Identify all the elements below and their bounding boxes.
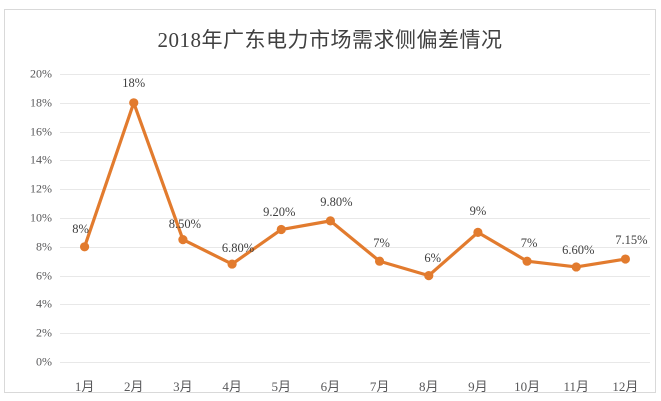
data-point-label: 8% <box>72 221 89 236</box>
gridline <box>60 275 650 277</box>
line-series <box>79 98 631 281</box>
data-point-label: 18% <box>122 75 146 90</box>
data-point-marker[interactable] <box>276 224 286 235</box>
data-point-marker[interactable] <box>620 254 631 264</box>
data-point-label: 9% <box>469 204 487 219</box>
y-axis-tick-label: 18% <box>30 95 52 110</box>
gridline <box>60 102 650 104</box>
gridline <box>60 189 650 191</box>
data-point-marker[interactable] <box>178 235 188 245</box>
x-axis-tick-label: 4月 <box>222 379 242 394</box>
data-point-marker[interactable] <box>473 227 483 237</box>
gridline <box>60 160 650 162</box>
data-point-label: 7% <box>520 236 538 251</box>
y-axis-tick-label: 8% <box>36 239 52 254</box>
plot-area: 0% 2% 4% 6% 8% 10% 12% 14% 16% 18% 20% 1月 2月 3月 4月 5月 6… <box>30 67 650 394</box>
gridline <box>60 246 650 248</box>
data-point-label: 7% <box>373 236 390 251</box>
gridline <box>60 131 650 133</box>
x-axis-tick-label: 11月 <box>563 379 590 394</box>
data-point-marker[interactable] <box>522 256 532 266</box>
gridline <box>60 333 650 335</box>
y-axis-tick-label: 6% <box>36 268 52 283</box>
data-point-marker[interactable] <box>424 271 434 281</box>
gridline <box>60 304 650 306</box>
data-point-label: 9.80% <box>320 194 353 209</box>
data-point-marker[interactable] <box>571 262 581 272</box>
x-axis-tick-label: 6月 <box>320 379 341 394</box>
data-point-marker[interactable] <box>79 242 90 252</box>
x-axis-tick-label: 5月 <box>271 379 292 394</box>
data-point-label: 6.80% <box>221 241 255 256</box>
data-point-marker[interactable] <box>129 98 139 108</box>
data-point-label: 9.20% <box>263 204 296 219</box>
data-point-label: 7.15% <box>615 233 648 248</box>
y-axis-tick-label: 16% <box>30 124 52 139</box>
series-polyline <box>82 101 628 278</box>
gridline <box>60 74 650 75</box>
data-point-label: 6% <box>424 250 442 265</box>
series-markers <box>79 98 631 281</box>
gridline <box>60 218 650 219</box>
x-axis-tick-label: 1月 <box>74 379 95 394</box>
x-axis-tick-label: 9月 <box>468 379 488 394</box>
gridline <box>60 362 650 363</box>
data-point-marker[interactable] <box>325 216 336 226</box>
y-axis-tick-label: 2% <box>36 325 52 340</box>
data-point-label: 6.60% <box>562 242 595 257</box>
x-axis-tick-label: 10月 <box>514 379 541 394</box>
y-axis-tick-label: 14% <box>30 152 52 167</box>
x-axis-tick-label: 2月 <box>123 379 144 394</box>
y-axis-tick-label: 10% <box>30 210 52 225</box>
chart-container: 2018年广东电力市场需求侧偏差情况 0% 2% 4% 6% 8% 10% 12% 14% 16… <box>4 9 656 394</box>
x-axis-tick-label: 8月 <box>418 379 439 394</box>
data-point-label: 8.50% <box>168 216 202 231</box>
data-point-marker[interactable] <box>374 256 385 266</box>
y-axis-tick-label: 4% <box>36 296 52 311</box>
data-point-marker[interactable] <box>227 259 237 269</box>
x-axis-tick-label: 7月 <box>369 379 390 394</box>
y-axis-tick-label: 12% <box>30 181 52 196</box>
x-axis-tick-label: 12月 <box>612 379 639 394</box>
x-axis-tick-label: 3月 <box>173 379 193 394</box>
y-axis-tick-label: 20% <box>30 66 52 81</box>
chart-title: 2018年广东电力市场需求侧偏差情况 <box>157 28 503 52</box>
y-axis-tick-label: 0% <box>36 354 52 369</box>
